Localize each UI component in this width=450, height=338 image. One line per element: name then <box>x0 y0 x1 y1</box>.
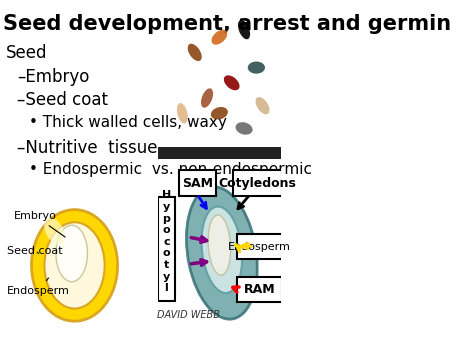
Text: Seed development, arrest and germination: Seed development, arrest and germination <box>3 14 450 33</box>
Text: –Nutritive  tissue: –Nutritive tissue <box>17 139 158 156</box>
Text: –Seed coat: –Seed coat <box>17 91 108 109</box>
Text: • Endospermic  vs. non-endospermic: • Endospermic vs. non-endospermic <box>29 162 312 177</box>
Text: Seed: Seed <box>6 44 47 62</box>
Text: • Thick walled cells, waxy: • Thick walled cells, waxy <box>29 115 226 130</box>
Text: –Embryo: –Embryo <box>17 68 90 86</box>
